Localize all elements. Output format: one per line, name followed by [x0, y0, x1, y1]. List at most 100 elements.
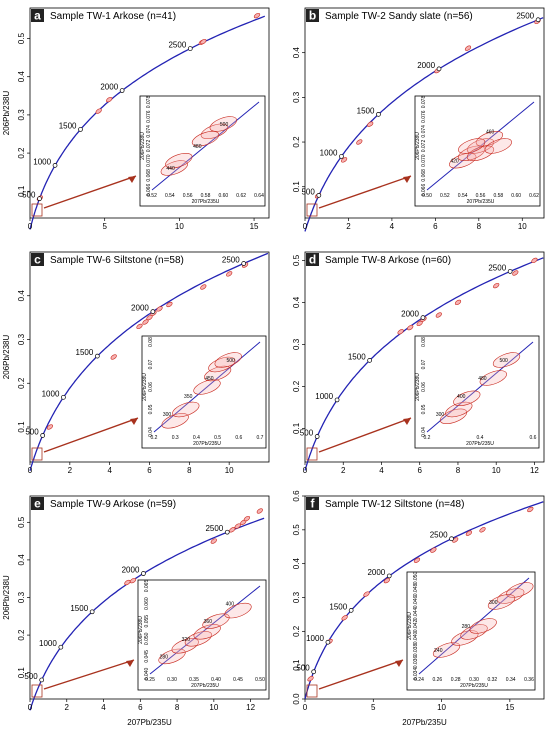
inset-y-tick-label: 0.05	[148, 404, 154, 414]
panel-d: 500 1000 1500 2000 2500 0 2 4 6 8 10 12 0.1 0.2 0.3 0.4…	[292, 251, 545, 475]
y-tick-label: 0.3	[292, 338, 301, 350]
panel-letter: e	[34, 497, 41, 511]
age-marker	[449, 536, 454, 542]
y-tick-label: 0.1	[17, 421, 26, 433]
x-tick-label: 12	[246, 703, 255, 712]
panel-letter-bg	[31, 497, 44, 510]
inset-y-tick-label: 0.08	[148, 337, 154, 347]
age-marker	[325, 639, 331, 645]
zoom-arrowhead	[128, 176, 136, 183]
age-marker	[436, 66, 442, 72]
y-tick-label: 0.4	[292, 296, 301, 308]
inset-x-tick-label: 0.58	[201, 193, 211, 199]
inset-age-label: 460	[486, 129, 495, 135]
inset-y-tick-label: 0.078	[146, 96, 152, 109]
x-tick-label: 12	[530, 466, 539, 475]
inset-ellipse	[209, 116, 237, 132]
panel-b: 500 1000 1500 2000 2500 0 2 4 6 8 10 0.1 0.2 0.3 0.4 b S…	[292, 7, 545, 232]
inset-x-tick-label: 0.35	[189, 677, 199, 683]
inset-x-tick-label: 0.3	[172, 435, 179, 441]
x-tick-label: 8	[187, 466, 192, 475]
y-tick-label: 0.5	[17, 516, 26, 528]
inset-x-tick-label: 0.26	[432, 677, 442, 683]
inset-x-tick-label: 0.30	[167, 677, 177, 683]
inset-x-tick-label: 0.62	[236, 193, 246, 199]
inset-y-tick-label: 0.076	[421, 110, 427, 123]
inset-x-tick-label: 0.54	[165, 193, 175, 199]
age-label: 1000	[315, 392, 333, 401]
inset-y-tick-label: 0.045	[144, 650, 150, 663]
data-ellipse	[454, 299, 462, 306]
age-label: 2000	[401, 310, 419, 319]
inset-x-tick-label: 0.4	[477, 435, 484, 441]
panel-e: 500 1000 1500 2000 2500 0 2 4 6 8 10 12 0.1 0.2 0.3 0.4…	[2, 495, 270, 727]
inset-x-tick-label: 0.36	[524, 677, 534, 683]
inset-ellipse	[445, 401, 473, 418]
inset-x-tick-label: 0.62	[529, 193, 539, 199]
inset-y-tick-label: 0.050	[144, 632, 150, 645]
inset-x-tick-label: 0.54	[458, 193, 468, 199]
x-tick-label: 15	[505, 703, 514, 712]
inset-x-tick-label: 0.60	[511, 193, 521, 199]
x-tick-label: 2	[341, 466, 346, 475]
data-ellipse	[234, 523, 241, 529]
zoom-arrowhead	[130, 418, 138, 425]
inset-age-label: 300	[489, 600, 498, 606]
inset-y-axis-label: 206Pb/238U	[415, 132, 421, 160]
age-marker	[58, 644, 64, 650]
data-ellipse	[136, 323, 143, 330]
y-tick-label: 0.3	[17, 591, 26, 603]
x-tick-label: 8	[477, 222, 482, 231]
x-tick-label: 4	[101, 703, 106, 712]
data-ellipse	[465, 530, 473, 536]
age-label: 500	[301, 187, 315, 196]
x-tick-label: 0	[28, 703, 33, 712]
inset-concordia	[426, 341, 534, 433]
data-ellipse	[413, 557, 421, 563]
data-ellipse	[479, 527, 486, 533]
data-ellipse	[200, 38, 207, 45]
x-axis-label: 207Pb/235U	[402, 718, 447, 727]
data-ellipse	[464, 45, 472, 51]
zoom-arrowhead	[395, 660, 403, 667]
x-axis-label: 207Pb/235U	[127, 718, 172, 727]
inset-x-tick-label: 0.52	[440, 193, 450, 199]
inset-y-tick-label: 0.08	[421, 337, 427, 347]
inset-x-axis-label: 207Pb/235U	[193, 441, 221, 447]
inset-y-tick-label: 0.038	[413, 644, 419, 657]
inset-y-tick-label: 0.07	[421, 359, 427, 369]
y-tick-label: 0.6	[292, 490, 301, 502]
inset-ellipse	[487, 594, 516, 610]
zoom-arrowhead	[403, 418, 411, 425]
data-ellipse	[367, 121, 374, 127]
data-ellipse	[95, 108, 102, 114]
inset-y-axis-label: 206Pb/238U	[142, 373, 148, 401]
age-marker	[224, 529, 230, 535]
data-ellipse	[106, 96, 113, 103]
x-tick-label: 0	[303, 703, 308, 712]
inset-y-axis-label: 206Pb/238U	[407, 612, 413, 640]
inset-age-label: 440	[166, 166, 175, 172]
inset-x-axis-label: 207Pb/235U	[192, 199, 220, 205]
data-ellipse	[210, 538, 217, 544]
age-marker	[94, 353, 100, 359]
zoom-box	[31, 447, 43, 461]
inset-ellipse	[492, 352, 521, 368]
inset-ellipse	[479, 370, 507, 386]
panel-letter: a	[34, 9, 41, 23]
data-ellipse	[397, 329, 404, 335]
inset-y-tick-label: 0.068	[146, 169, 152, 182]
inset-x-tick-label: 0.6	[235, 435, 242, 441]
age-label: 500	[25, 427, 39, 436]
data-ellipse	[253, 12, 261, 19]
inset-y-tick-label: 0.046	[413, 596, 419, 609]
x-tick-label: 10	[209, 703, 218, 712]
zoom-arrow	[43, 659, 135, 690]
inset-x-tick-label: 0.34	[506, 677, 516, 683]
age-label: 1500	[329, 602, 347, 611]
age-label: 1500	[76, 348, 94, 357]
age-marker	[78, 127, 83, 132]
y-tick-label: 0.3	[17, 109, 26, 121]
y-tick-label: 0.1	[292, 422, 301, 434]
inset-age-label: 240	[434, 648, 443, 654]
